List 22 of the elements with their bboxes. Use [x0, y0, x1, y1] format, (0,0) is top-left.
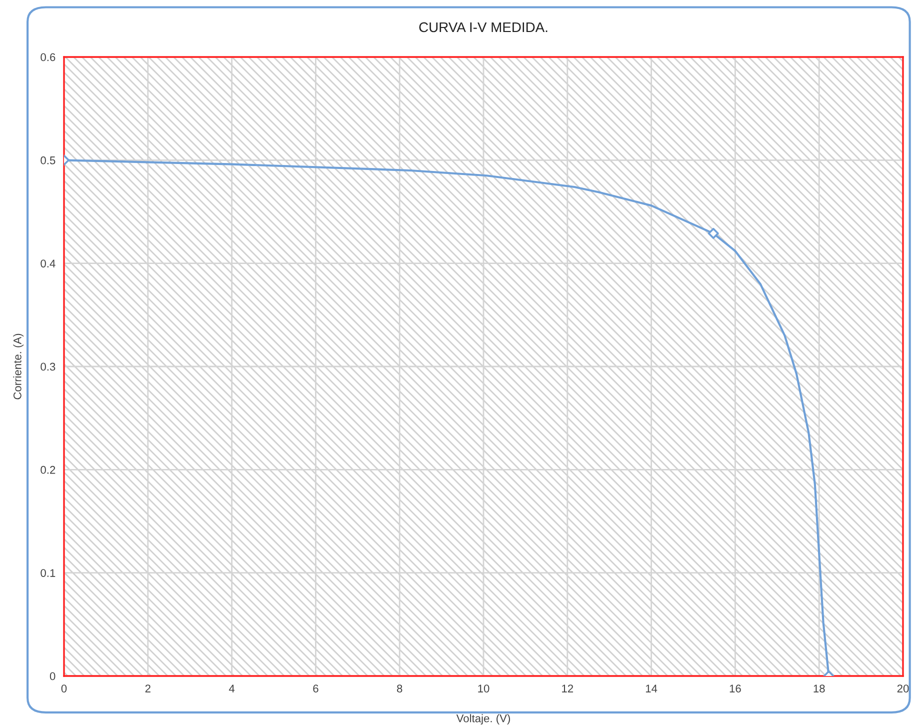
x-tick-label: 8	[396, 684, 402, 692]
x-axis-title: Voltaje. (V)	[456, 714, 510, 724]
x-tick-label: 6	[313, 684, 318, 692]
y-tick-label: 0.5	[40, 156, 56, 164]
x-tick-label: 12	[562, 684, 574, 692]
x-tick-label: 4	[228, 684, 235, 692]
x-tick-label: 0	[61, 684, 67, 692]
y-axis-title: Corriente. (A)	[13, 334, 24, 400]
x-tick-label: 2	[145, 684, 150, 692]
x-tick-label: 14	[646, 684, 658, 692]
y-tick-label: 0.6	[40, 53, 56, 62]
y-tick-label: 0.3	[40, 362, 56, 371]
x-tick-label: 10	[478, 684, 490, 692]
x-tick-label: 18	[814, 684, 825, 692]
y-tick-label: 0	[50, 672, 56, 680]
point	[708, 228, 719, 239]
x-tick-label: 16	[730, 684, 741, 692]
x-tick-label: 20	[897, 684, 909, 692]
y-tick-label: 0.4	[40, 260, 56, 268]
chart-title: CURVA I-V MEDIDA.	[419, 22, 548, 32]
y-tick-label: 0.1	[40, 569, 56, 577]
y-tick-label: 0.2	[40, 466, 56, 474]
